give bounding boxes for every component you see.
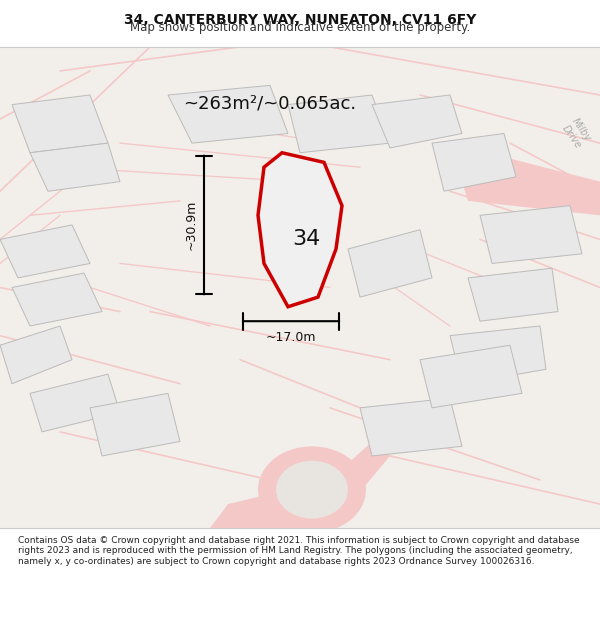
Polygon shape [450, 143, 600, 215]
Polygon shape [468, 268, 558, 321]
Text: ~17.0m: ~17.0m [266, 331, 316, 344]
Polygon shape [348, 230, 432, 297]
Polygon shape [210, 441, 390, 528]
Polygon shape [168, 86, 288, 143]
Polygon shape [0, 225, 90, 278]
Text: ~263m²/~0.065ac.: ~263m²/~0.065ac. [184, 95, 356, 113]
Circle shape [276, 461, 348, 519]
Polygon shape [30, 143, 120, 191]
Polygon shape [90, 393, 180, 456]
Polygon shape [288, 95, 390, 152]
Polygon shape [480, 206, 582, 264]
Text: Contains OS data © Crown copyright and database right 2021. This information is : Contains OS data © Crown copyright and d… [18, 536, 580, 566]
Text: Map shows position and indicative extent of the property.: Map shows position and indicative extent… [130, 21, 470, 34]
Polygon shape [0, 326, 72, 384]
Text: 34, CANTERBURY WAY, NUNEATON, CV11 6FY: 34, CANTERBURY WAY, NUNEATON, CV11 6FY [124, 13, 476, 27]
Polygon shape [360, 398, 462, 456]
Circle shape [258, 446, 366, 533]
Text: ~30.9m: ~30.9m [185, 200, 198, 250]
Polygon shape [258, 152, 342, 307]
Polygon shape [12, 273, 102, 326]
Text: Milby
Drive: Milby Drive [560, 117, 592, 151]
Polygon shape [12, 95, 108, 152]
Text: 34: 34 [292, 229, 320, 249]
Polygon shape [372, 95, 462, 148]
Polygon shape [30, 374, 120, 432]
Polygon shape [450, 326, 546, 384]
Polygon shape [420, 345, 522, 408]
Polygon shape [432, 134, 516, 191]
